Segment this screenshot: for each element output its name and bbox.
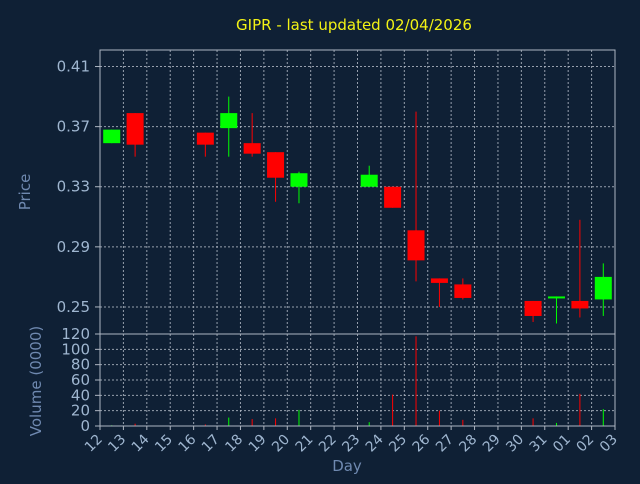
price-y-tick-label: 0.41 [57, 58, 90, 76]
candle-body [430, 278, 448, 283]
candle-body [220, 113, 238, 129]
candle-body [594, 276, 612, 300]
candle-body [547, 296, 565, 299]
volume-y-tick-label: 20 [71, 402, 90, 420]
volume-y-tick-label: 120 [61, 325, 90, 343]
candle-body [243, 143, 261, 154]
candle-body [267, 152, 285, 178]
candle-body [103, 129, 121, 144]
candle-body [360, 174, 378, 187]
chart-title: GIPR - last updated 02/04/2026 [236, 16, 472, 34]
candle-body [454, 284, 472, 298]
price-y-tick-label: 0.29 [57, 238, 90, 256]
price-y-tick-label: 0.33 [57, 178, 90, 196]
price-candles [103, 96, 612, 324]
volume-y-tick-label: 0 [80, 417, 90, 435]
volume-y-tick-label: 60 [71, 371, 90, 389]
price-y-tick-label: 0.25 [57, 298, 90, 316]
price-grid [99, 50, 616, 334]
candle-body [196, 132, 214, 145]
candle-body [126, 113, 144, 145]
volume-y-tick-label: 80 [71, 356, 90, 374]
volume-y-tick-label: 40 [71, 386, 90, 404]
volume-y-tick-label: 100 [61, 340, 90, 358]
candle-body [524, 300, 542, 316]
volume-bars [111, 336, 604, 426]
x-axis-title: Day [332, 457, 362, 475]
price-y-tick-label: 0.37 [57, 118, 90, 136]
price-y-axis: 0.25 0.29 0.33 0.37 0.41 [57, 58, 100, 316]
candle-body [571, 300, 589, 309]
volume-grid [99, 334, 616, 426]
volume-axis-title: Volume (0000) [27, 326, 45, 436]
candle-body [384, 186, 402, 208]
price-axis-title: Price [16, 174, 34, 211]
candle-body [290, 173, 308, 187]
candle-body [407, 230, 425, 261]
